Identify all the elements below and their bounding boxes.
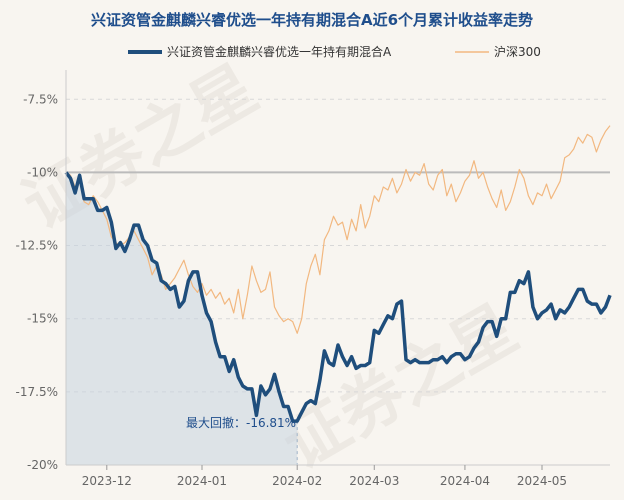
max-drawdown-annotation: 最大回撤：-16.81% — [186, 415, 296, 430]
y-tick-label-0: -7.5% — [23, 92, 58, 106]
legend-label-index: 沪深300 — [494, 45, 541, 59]
x-tick-label-0: 2023-12 — [82, 474, 132, 488]
watermark-text-1: 证券之星 — [11, 52, 270, 244]
x-tick-label-3: 2024-03 — [349, 474, 399, 488]
chart-title: 兴证资管金麒麟兴睿优选一年持有期混合A近6个月累计收益率走势 — [91, 11, 533, 29]
legend: 兴证资管金麒麟兴睿优选一年持有期混合A 沪深300 — [128, 44, 541, 59]
y-tick-label-5: -20% — [27, 458, 58, 472]
series-layer — [64, 125, 612, 423]
y-tick-label-3: -15% — [27, 312, 58, 326]
y-tick-label-4: -17.5% — [16, 385, 58, 399]
max-drawdown-area — [66, 172, 298, 465]
x-tick-label-2: 2024-02 — [272, 474, 322, 488]
drawdown-area-layer — [66, 172, 298, 465]
series-line-fund — [64, 171, 612, 423]
y-tick-label-1: -10% — [27, 165, 58, 179]
x-tick-label-4: 2024-04 — [440, 474, 490, 488]
x-tick-label-1: 2024-01 — [177, 474, 227, 488]
y-tick-label-2: -12.5% — [16, 239, 58, 253]
annotation-layer: 最大回撤：-16.81% — [186, 415, 296, 430]
axis-layer: -7.5% -10% -12.5% -15% -17.5% -20% 2023-12 2024… — [16, 70, 610, 488]
x-tick-label-5: 2024-05 — [517, 474, 567, 488]
legend-label-fund: 兴证资管金麒麟兴睿优选一年持有期混合A — [167, 44, 392, 59]
